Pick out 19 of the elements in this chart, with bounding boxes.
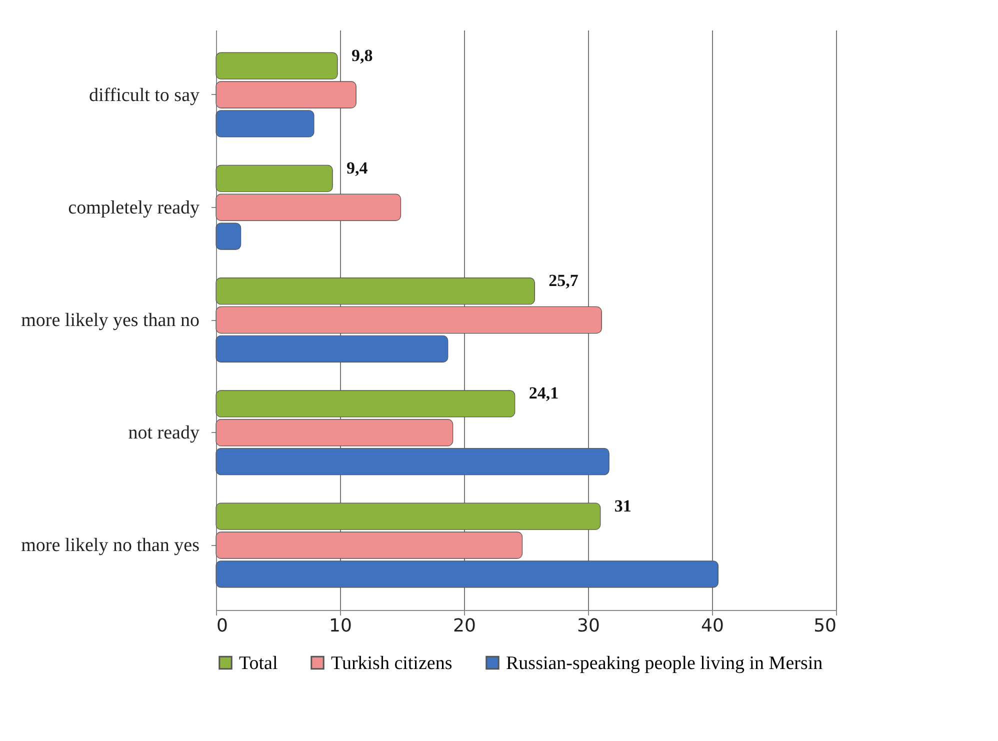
y-tick-label: not ready xyxy=(128,422,200,444)
y-tick-label: more likely no than yes xyxy=(21,535,200,556)
data-label: 25,7 xyxy=(548,271,579,290)
y-tick-label: completely ready xyxy=(68,197,200,218)
y-tick-label: more likely yes than no xyxy=(21,310,200,331)
x-tick-label: 50 xyxy=(814,616,836,636)
data-label: 31 xyxy=(614,496,632,516)
data-label: 9,4 xyxy=(346,158,368,178)
y-tick-label: difficult to say xyxy=(89,84,200,106)
x-tick-label: 20 xyxy=(453,616,476,636)
x-tick-label: 40 xyxy=(701,616,724,636)
legend-label: Russian-speaking people living in Mersin xyxy=(506,652,824,674)
x-tick-label: 10 xyxy=(329,616,352,636)
legend-label: Total xyxy=(239,652,278,674)
x-tick-label: 0 xyxy=(216,616,228,636)
data-label: 9,8 xyxy=(352,46,373,65)
data-label: 24,1 xyxy=(528,384,559,403)
x-tick-label: 30 xyxy=(577,616,600,636)
legend-label: Turkish citizens xyxy=(331,652,452,674)
